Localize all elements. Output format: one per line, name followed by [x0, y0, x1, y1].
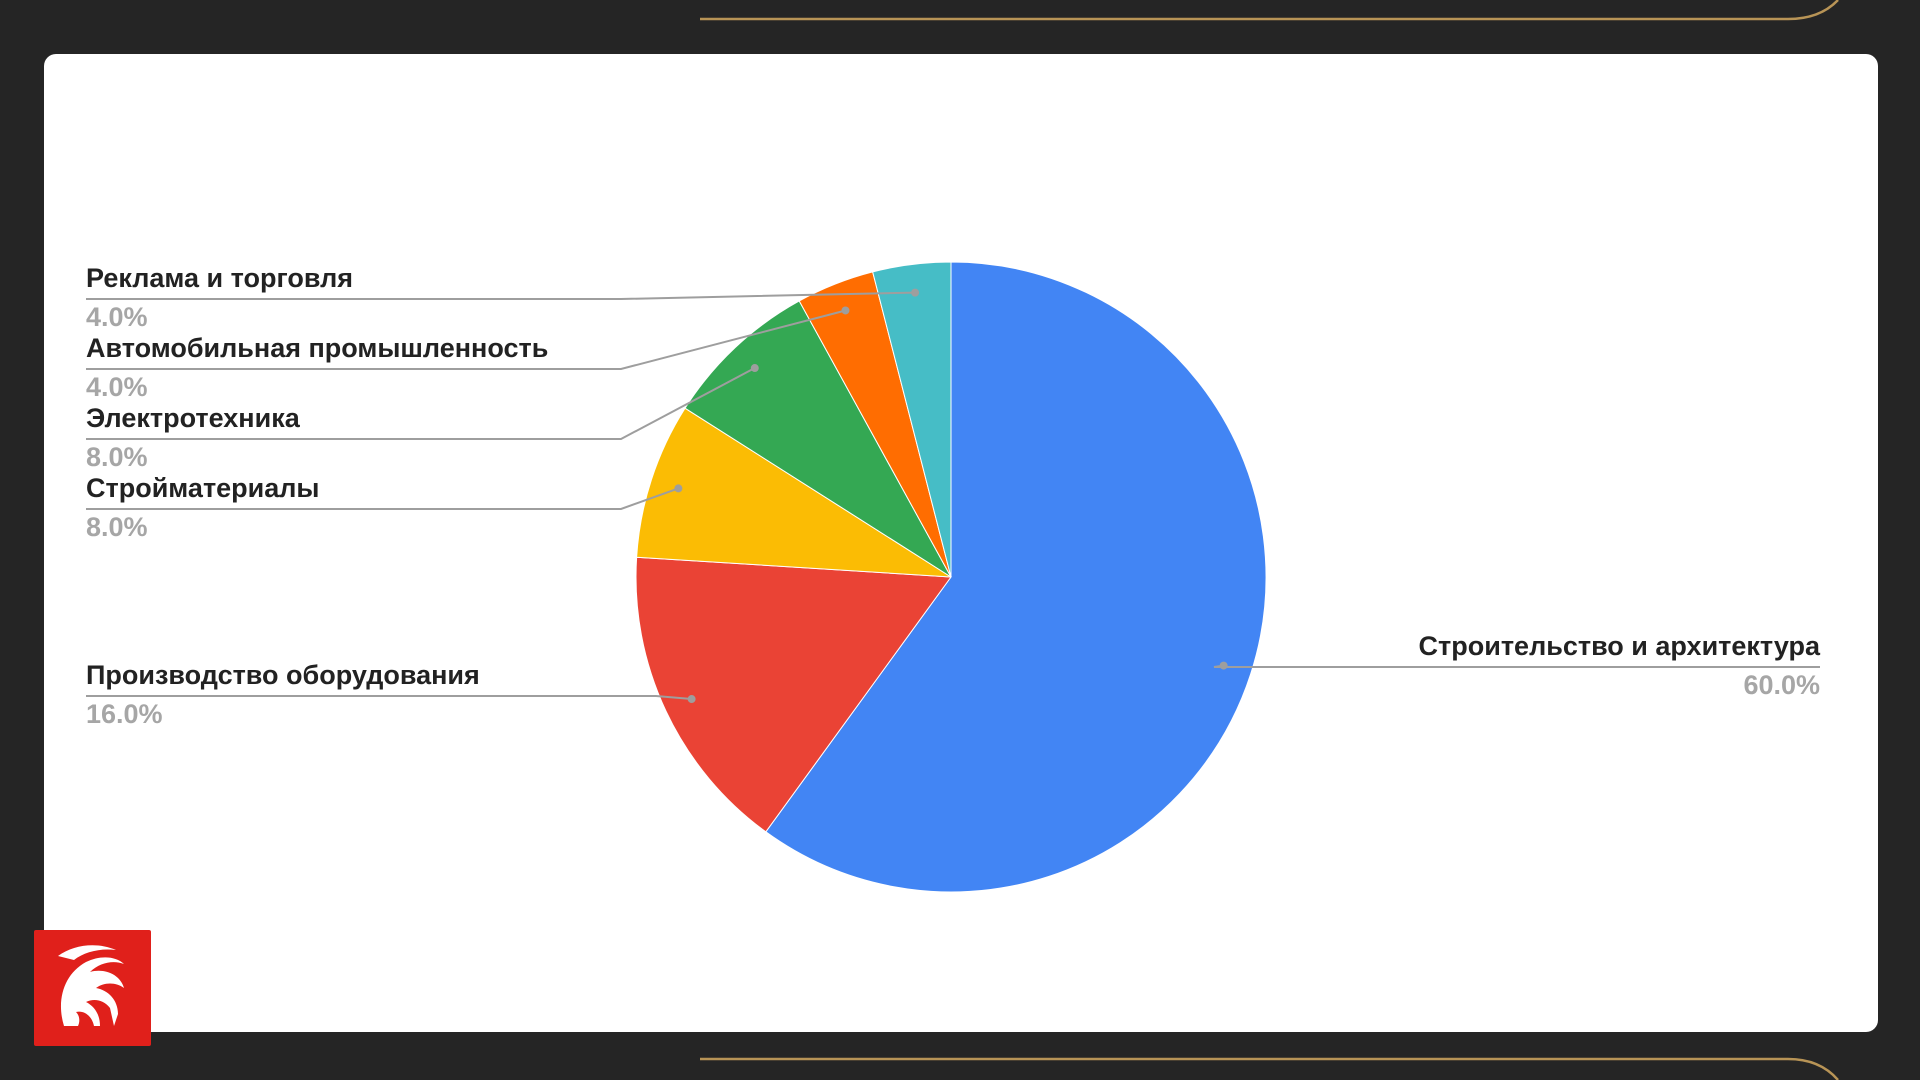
slice-4-leader-line	[86, 367, 756, 440]
top-accent-line	[700, 0, 1839, 21]
slice-6-label: Реклама и торговля	[86, 263, 353, 293]
slice-2-percent-label: 16.0%	[86, 699, 163, 729]
bottom-accent-line	[700, 1057, 1839, 1080]
slice-3[interactable]	[636, 407, 952, 578]
pie-slices	[635, 261, 1267, 893]
slice-6-percent-label: 4.0%	[86, 302, 148, 332]
slice-2-leader-dot	[687, 695, 696, 704]
slice-2[interactable]	[635, 556, 952, 833]
slice-6[interactable]	[872, 261, 952, 578]
slice-2-label: Производство оборудования	[86, 660, 480, 690]
slice-1-leader-dot	[1219, 661, 1228, 670]
slice-4-label: Электротехника	[86, 403, 301, 433]
dragon-logo-icon	[58, 945, 124, 1026]
slice-1[interactable]	[765, 261, 1267, 893]
slice-1-leader-line	[1213, 664, 1820, 668]
slice-3-leader-line	[86, 487, 679, 510]
slice-5-leader-dot	[841, 306, 850, 315]
slice-3-leader-dot	[674, 484, 683, 493]
slice-4-leader-dot	[750, 364, 759, 373]
slice-5-percent-label: 4.0%	[86, 372, 148, 402]
slice-6-leader-dot	[911, 288, 920, 297]
slice-2-leader-line	[86, 695, 692, 701]
brand-logo	[34, 930, 151, 1046]
slice-labels: Строительство и архитектура 60.0% Производ…	[86, 263, 1821, 729]
leader-lines	[86, 288, 1820, 704]
chart-card: Строительство и архитектура 60.0% Производ…	[44, 54, 1878, 1032]
slice-6-leader-line	[86, 291, 916, 300]
slice-5-label: Автомобильная промышленность	[86, 333, 548, 363]
slice-1-percent-label: 60.0%	[1743, 670, 1820, 700]
slice-1-label: Строительство и архитектура	[1419, 631, 1821, 661]
slice-4-percent-label: 8.0%	[86, 442, 148, 472]
slice-5-leader-line	[86, 309, 846, 370]
slice-3-label: Стройматериалы	[86, 473, 320, 503]
pie-chart: Строительство и архитектура 60.0% Производ…	[86, 261, 1821, 893]
slice-3-percent-label: 8.0%	[86, 512, 148, 542]
